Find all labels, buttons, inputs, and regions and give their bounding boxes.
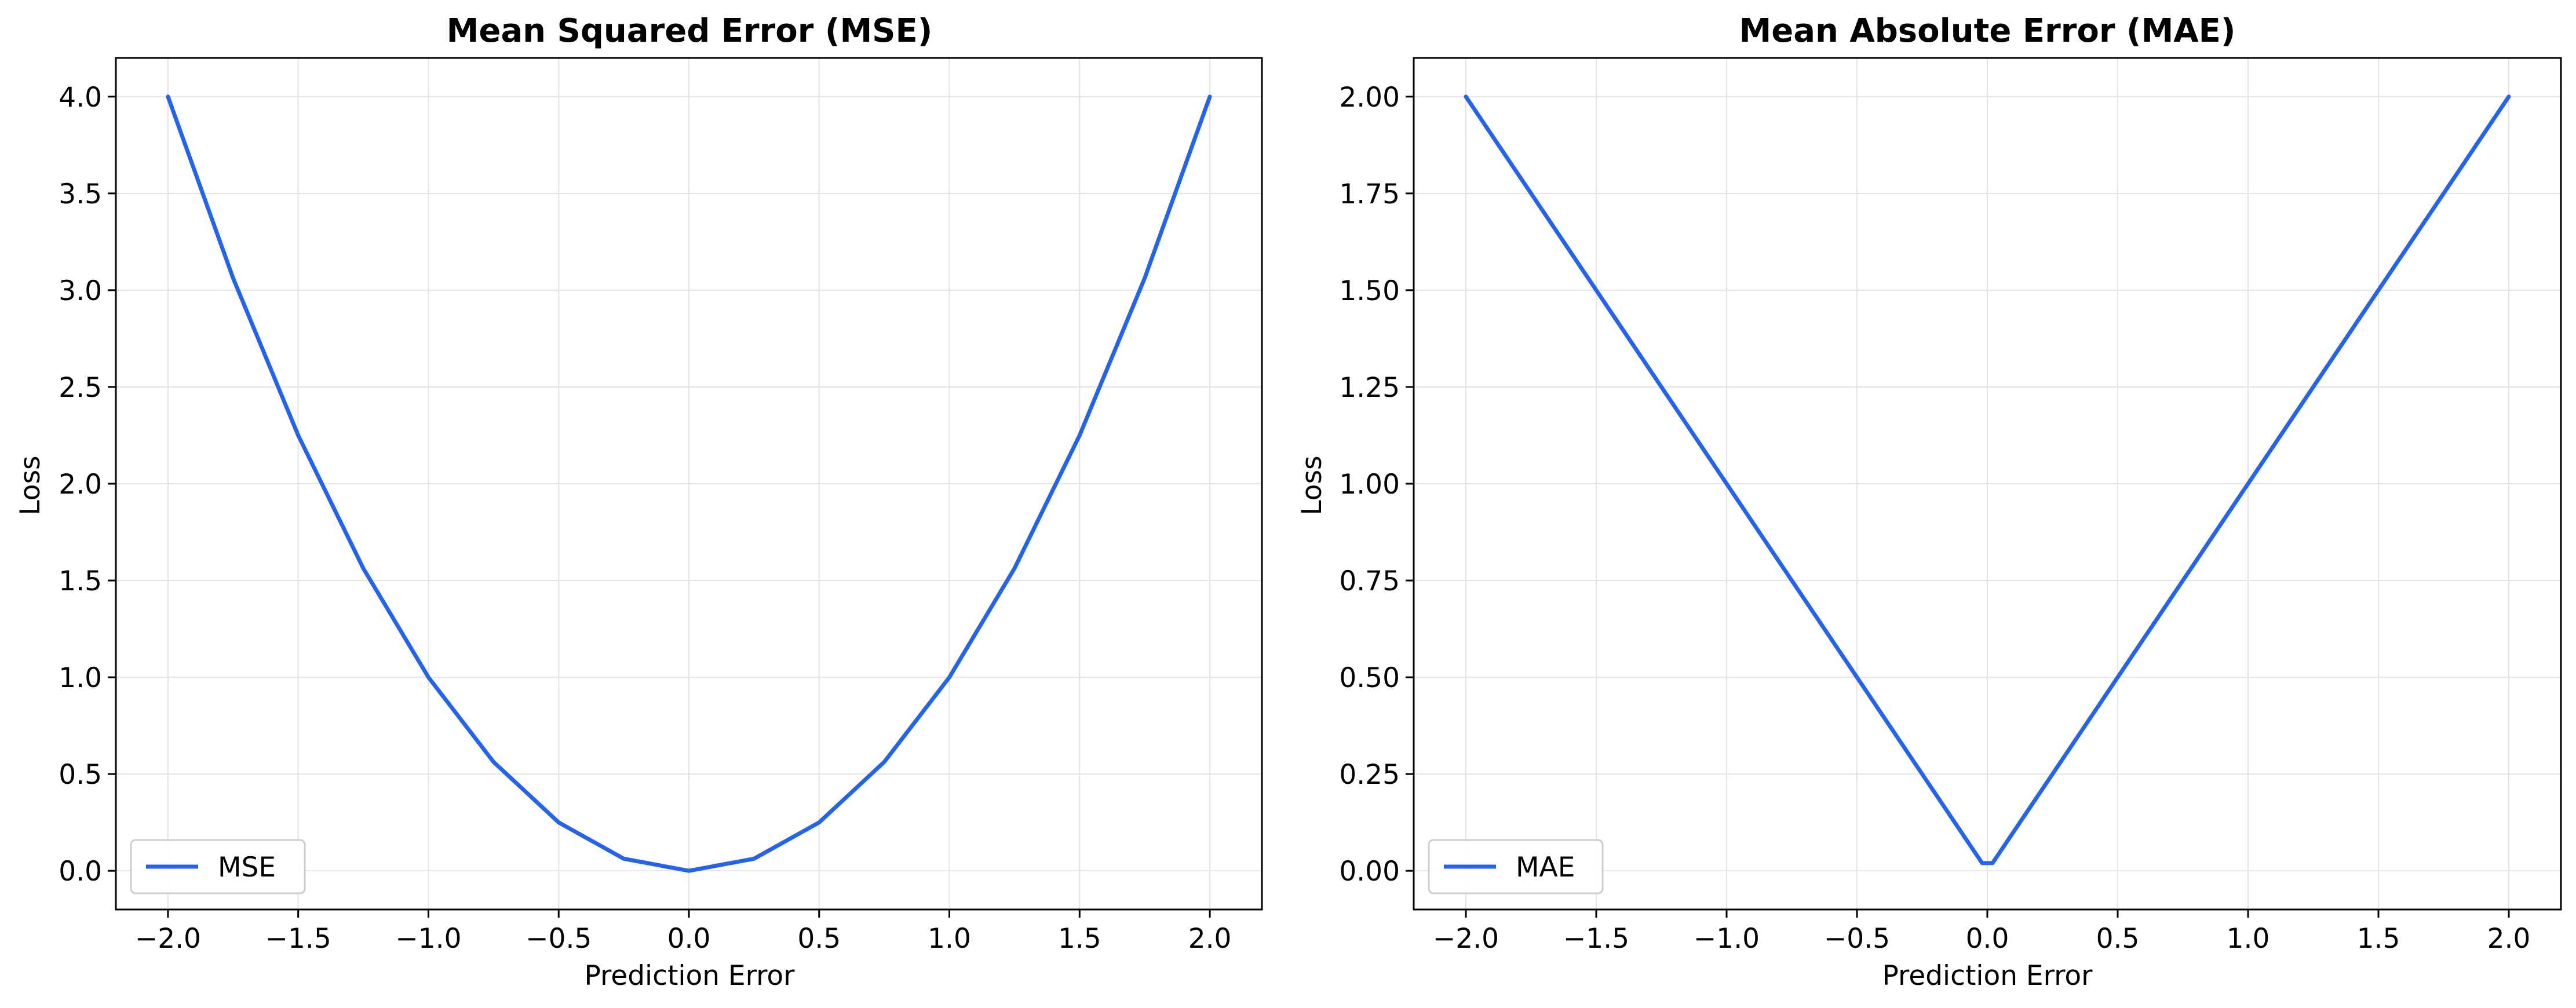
mae-y-tick-label: 0.75 — [1339, 565, 1400, 597]
mae-x-tick-label: −2.0 — [1433, 923, 1499, 955]
mse-x-tick-label: −1.5 — [265, 923, 331, 955]
mse-y-tick-label: 1.0 — [59, 662, 102, 694]
mse-y-axis-label: Loss — [14, 455, 46, 515]
mae-x-tick-label: −0.5 — [1824, 923, 1890, 955]
mae-y-tick-label: 0.25 — [1339, 759, 1400, 791]
mse-x-axis-label: Prediction Error — [585, 960, 796, 992]
mae-y-tick-label: 0.00 — [1339, 856, 1400, 888]
mse-legend-box — [130, 839, 306, 894]
mae-y-tick-label: 0.50 — [1339, 662, 1400, 694]
mae-x-tick-label: 0.5 — [2096, 923, 2140, 955]
mse-x-tick-label: 0.0 — [667, 923, 711, 955]
mse-legend: MSE — [130, 839, 306, 894]
mae-x-axis-label: Prediction Error — [1882, 960, 2093, 992]
mse-y-tick-label: 2.5 — [59, 372, 102, 404]
mae-chart: Mean Absolute Error (MAE) Prediction Err… — [1296, 12, 2562, 992]
mae-y-tick-label: 2.00 — [1339, 82, 1400, 114]
mae-x-tick-label: 0.0 — [1966, 923, 2009, 955]
mae-x-tick-label: 1.5 — [2357, 923, 2400, 955]
mse-x-tick-label: 0.5 — [797, 923, 841, 955]
mse-y-tick-label: 3.5 — [59, 178, 102, 210]
mse-y-tick-label: 0.0 — [59, 856, 102, 888]
mae-y-tick-label: 1.00 — [1339, 469, 1400, 501]
mae-y-tick-label: 1.75 — [1339, 178, 1400, 210]
mae-x-tick-label: −1.0 — [1694, 923, 1760, 955]
mse-series-line — [166, 94, 1212, 873]
mae-x-tick-label: 1.0 — [2227, 923, 2270, 955]
mae-y-tick-label: 1.50 — [1339, 275, 1400, 307]
mae-legend: MAE — [1428, 839, 1604, 894]
mse-chart: Mean Squared Error (MSE) Prediction Erro… — [14, 12, 1263, 992]
mse-chart-title: Mean Squared Error (MSE) — [447, 12, 933, 50]
mse-x-tick-label: 1.0 — [928, 923, 971, 955]
mse-y-tick-label: 1.5 — [59, 565, 102, 597]
mae-legend-box — [1428, 839, 1604, 894]
mae-x-tick-label: 2.0 — [2487, 923, 2531, 955]
mse-legend-label: MSE — [218, 852, 276, 883]
mae-chart-title: Mean Absolute Error (MAE) — [1739, 12, 2236, 50]
mse-y-tick-label: 3.0 — [59, 275, 102, 307]
mse-y-tick-label: 2.0 — [59, 469, 102, 501]
mse-x-tick-label: −1.0 — [395, 923, 461, 955]
mae-legend-label: MAE — [1516, 852, 1575, 883]
mae-y-tick-label: 1.25 — [1339, 372, 1400, 404]
mse-x-tick-label: 2.0 — [1188, 923, 1232, 955]
mse-x-tick-label: −2.0 — [135, 923, 201, 955]
mae-series-line — [1464, 94, 2511, 865]
mse-x-tick-label: −0.5 — [526, 923, 592, 955]
mse-y-tick-label: 4.0 — [59, 82, 102, 114]
mae-x-tick-label: −1.5 — [1563, 923, 1629, 955]
mse-x-tick-label: 1.5 — [1058, 923, 1101, 955]
mse-y-tick-label: 0.5 — [59, 759, 102, 791]
mae-y-axis-label: Loss — [1296, 455, 1328, 515]
